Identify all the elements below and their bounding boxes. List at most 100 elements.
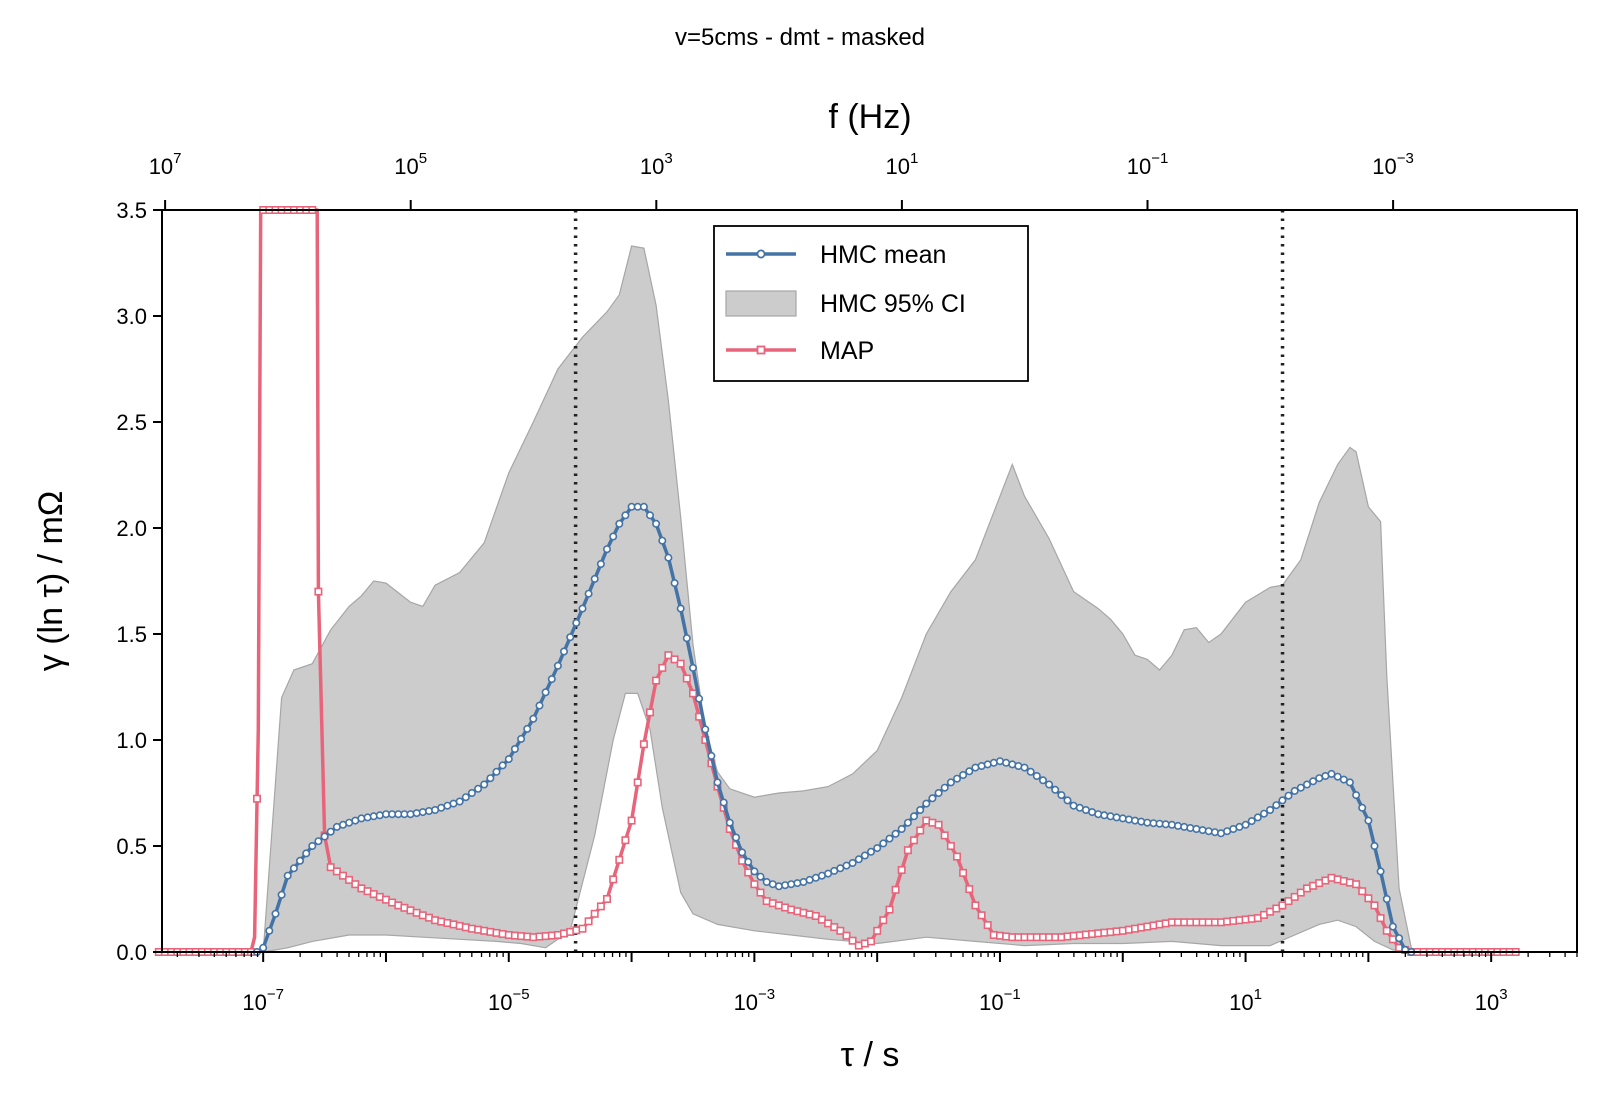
series-mean-marker bbox=[793, 879, 802, 888]
series-mean-marker bbox=[1284, 791, 1293, 800]
series-map-marker bbox=[909, 836, 918, 845]
series-mean-marker bbox=[1266, 805, 1275, 814]
series-mean-marker bbox=[621, 511, 630, 520]
series-map-marker bbox=[645, 708, 654, 717]
series-mean-marker bbox=[363, 813, 372, 822]
x-tick-base: 10 bbox=[734, 990, 758, 1015]
series-mean-marker bbox=[1260, 809, 1269, 818]
x2-tick-base: 10 bbox=[640, 154, 664, 179]
series-mean-marker bbox=[903, 818, 912, 827]
series-mean-marker bbox=[1382, 894, 1391, 903]
series-mean-marker bbox=[860, 851, 869, 860]
series-mean-marker bbox=[916, 805, 925, 814]
x-tick-exp: 1 bbox=[1254, 986, 1262, 1003]
x-tick-base: 10 bbox=[1475, 990, 1499, 1015]
series-map-marker bbox=[338, 871, 347, 880]
series-map-marker bbox=[1296, 888, 1305, 897]
series-mean-marker bbox=[289, 864, 298, 873]
x-axis: 10−7 10−5 10−3 10−1 101 103 bbox=[176, 952, 1578, 1015]
series-map-marker bbox=[897, 865, 906, 874]
series-mean-marker bbox=[1026, 767, 1035, 776]
series-mean-marker bbox=[1210, 828, 1219, 837]
series-mean-marker bbox=[308, 841, 317, 850]
series-mean-marker bbox=[695, 694, 704, 703]
plot-frame bbox=[161, 209, 1578, 953]
series-mean-marker bbox=[486, 774, 495, 783]
series-mean-marker bbox=[1339, 775, 1348, 784]
series-map-marker bbox=[639, 740, 648, 749]
series-map-marker bbox=[965, 885, 974, 894]
series-mean-marker bbox=[873, 844, 882, 853]
x2-tick-label: 10−1 bbox=[1127, 150, 1169, 179]
series-map-marker bbox=[842, 931, 851, 940]
series-mean-marker bbox=[891, 829, 900, 838]
series-mean-marker bbox=[474, 784, 483, 793]
series-mean-marker bbox=[541, 688, 550, 697]
series-map-marker bbox=[615, 855, 624, 864]
series-map-marker bbox=[578, 924, 587, 933]
series-mean-marker bbox=[658, 536, 667, 545]
series-mean-marker bbox=[1272, 801, 1281, 810]
series-map-marker bbox=[590, 909, 599, 918]
series-map-marker bbox=[750, 880, 759, 889]
series-mean-marker bbox=[1253, 813, 1262, 822]
x-tick-exp: 3 bbox=[1499, 986, 1507, 1003]
series-map-marker bbox=[1284, 897, 1293, 906]
series-map-marker bbox=[688, 689, 697, 698]
series-mean-marker bbox=[1198, 826, 1207, 835]
series-mean-marker bbox=[455, 797, 464, 806]
y-tick-label: 0.5 bbox=[116, 834, 147, 859]
series-map-marker bbox=[652, 676, 661, 685]
x2-tick-exp: 1 bbox=[910, 150, 918, 167]
series-map-marker bbox=[584, 917, 593, 926]
y-tick-label: 1.5 bbox=[116, 622, 147, 647]
series-map-marker bbox=[633, 778, 642, 787]
series-mean-marker bbox=[909, 812, 918, 821]
series-mean-marker bbox=[1100, 811, 1109, 820]
x-tick-base: 10 bbox=[1229, 990, 1253, 1015]
series-mean-marker bbox=[1352, 791, 1361, 800]
x2-tick-exp: −3 bbox=[1397, 150, 1414, 167]
series-mean-marker bbox=[670, 579, 679, 588]
series-mean-marker bbox=[682, 634, 691, 643]
series-mean-marker bbox=[1290, 786, 1299, 795]
series-mean-marker bbox=[1137, 817, 1146, 826]
series-map-marker bbox=[627, 816, 636, 825]
series-mean-marker bbox=[302, 849, 311, 858]
series-mean-marker bbox=[922, 799, 931, 808]
series-mean-marker bbox=[566, 633, 575, 642]
series-mean-marker bbox=[271, 909, 280, 918]
series-map-marker bbox=[959, 868, 968, 877]
series-mean-marker bbox=[314, 837, 323, 846]
series-mean-marker bbox=[1124, 815, 1133, 824]
series-mean-marker bbox=[1278, 796, 1287, 805]
series-mean-marker bbox=[1241, 820, 1250, 829]
series-mean-marker bbox=[1020, 763, 1029, 772]
series-mean-marker bbox=[1167, 820, 1176, 829]
series-mean-marker bbox=[1345, 778, 1354, 787]
series-mean-marker bbox=[320, 832, 329, 841]
series-mean-marker bbox=[1327, 769, 1336, 778]
series-mean-marker bbox=[959, 770, 968, 779]
series-mean-marker bbox=[787, 880, 796, 889]
x-tick-label: 10−7 bbox=[242, 986, 284, 1015]
series-mean-marker bbox=[1180, 822, 1189, 831]
y-tick-label: 3.0 bbox=[116, 304, 147, 329]
x-tick-label: 103 bbox=[1475, 986, 1508, 1015]
series-mean-marker bbox=[946, 778, 955, 787]
x-tick-exp: −3 bbox=[758, 986, 775, 1003]
series-mean-marker bbox=[492, 767, 501, 776]
series-mean-marker bbox=[283, 871, 292, 880]
series-mean-marker bbox=[707, 751, 716, 760]
series-mean-marker bbox=[1112, 813, 1121, 822]
series-mean-marker bbox=[615, 519, 624, 528]
series-map-marker bbox=[836, 926, 845, 935]
series-mean bbox=[253, 502, 1416, 956]
series-mean-marker bbox=[879, 839, 888, 848]
series-map-marker bbox=[682, 674, 691, 683]
legend-swatch-ci bbox=[725, 290, 797, 317]
series-mean-marker bbox=[1002, 758, 1011, 767]
series-mean-marker bbox=[406, 810, 415, 819]
x2-tick-base: 10 bbox=[1372, 154, 1396, 179]
series-mean-marker bbox=[326, 827, 335, 836]
